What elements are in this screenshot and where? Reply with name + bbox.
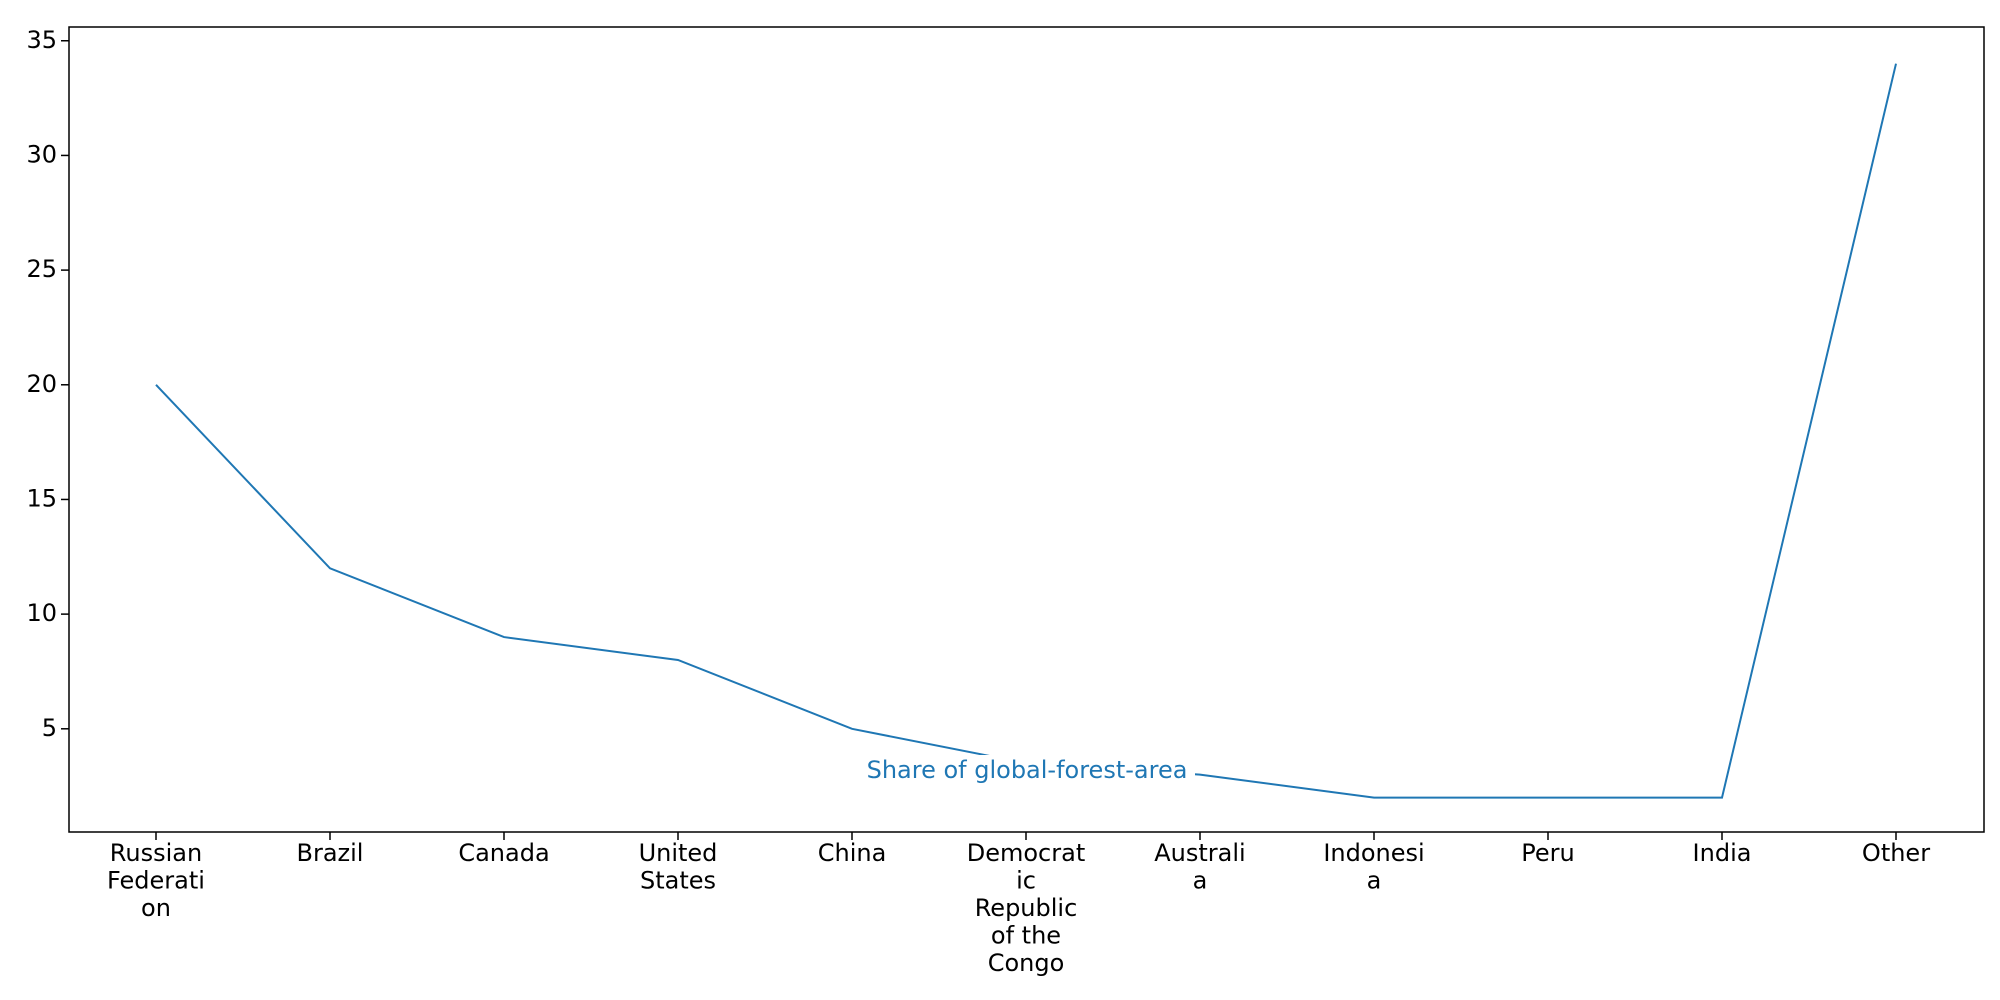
y-tick-label: 35 — [26, 26, 57, 54]
x-tick-label-line: Brazil — [297, 839, 364, 867]
y-axis: 5 10 15 20 25 30 35 — [26, 26, 69, 742]
y-tick-label: 15 — [26, 484, 57, 512]
x-tick-label-line: Democrat — [967, 839, 1086, 867]
x-tick-label-line: United — [639, 839, 718, 867]
x-tick-label-line: Peru — [1521, 839, 1574, 867]
x-tick-label-line: ic — [1016, 867, 1036, 895]
x-tick-label-line: India — [1693, 839, 1752, 867]
x-tick-label: Brazil — [297, 839, 364, 867]
x-tick-label-line: China — [818, 839, 887, 867]
y-tick-label: 20 — [26, 370, 57, 398]
x-tick-label: Other — [1862, 839, 1930, 867]
x-tick-label-line: a — [1367, 867, 1382, 895]
x-tick-label-line: Australi — [1154, 839, 1245, 867]
x-tick-label: Peru — [1521, 839, 1574, 867]
x-tick-label-line: Other — [1862, 839, 1930, 867]
x-tick-label: Indonesi a — [1323, 839, 1424, 895]
x-tick-label-line: Congo — [988, 949, 1065, 977]
x-tick-label: Canada — [458, 839, 549, 867]
x-axis: Russian Federati on Brazil Canada United State… — [107, 832, 1930, 977]
x-tick-label-line: Canada — [458, 839, 549, 867]
x-tick-label-line: Russian — [110, 839, 202, 867]
x-tick-label: Australi a — [1154, 839, 1245, 895]
series-inline-label: Share of global-forest-area — [867, 756, 1188, 784]
x-tick-label: India — [1693, 839, 1752, 867]
x-tick-label: China — [818, 839, 887, 867]
x-tick-label-line: Federati — [107, 867, 205, 895]
y-tick-label: 5 — [42, 714, 57, 742]
x-tick-label-line: on — [141, 894, 171, 922]
x-tick-label-line: Indonesi — [1323, 839, 1424, 867]
y-tick-label: 30 — [26, 140, 57, 168]
plot-frame — [68, 26, 1985, 833]
x-tick-label: Russian Federati on — [107, 839, 205, 922]
x-tick-label: United States — [639, 839, 718, 895]
plot-background — [69, 27, 1984, 832]
x-tick-label-line: States — [640, 867, 716, 895]
x-tick-label: Democrat ic Republic of the Congo — [967, 839, 1086, 977]
series-label-background — [859, 755, 1195, 787]
y-tick-label: 25 — [26, 255, 57, 283]
x-tick-label-line: of the — [991, 922, 1061, 950]
series-label-layer: Share of global-forest-area — [859, 755, 1195, 787]
x-tick-label-line: Republic — [975, 894, 1078, 922]
x-tick-label-line: a — [1193, 867, 1208, 895]
y-tick-label: 10 — [26, 599, 57, 627]
